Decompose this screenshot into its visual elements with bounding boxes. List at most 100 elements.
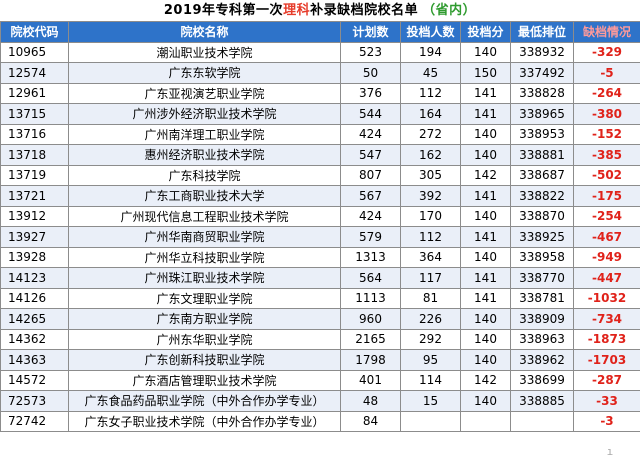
table-row: 72573 广东食品药品职业学院（中外合作办学专业） 48 15 140 338885 -3… bbox=[0, 390, 640, 412]
cell-name: 广州涉外经济职业技术学院 bbox=[68, 103, 341, 125]
cell-shortfall: -264 bbox=[573, 82, 640, 104]
cell-name: 广州华南商贸职业学院 bbox=[68, 226, 341, 248]
cell-plan: 50 bbox=[340, 62, 401, 84]
cell-plan: 424 bbox=[340, 123, 401, 145]
cell-rank: 338963 bbox=[510, 328, 574, 350]
cell-rank: 338953 bbox=[510, 123, 574, 145]
cell-score: 140 bbox=[460, 123, 511, 145]
cell-score: 141 bbox=[460, 287, 511, 309]
cell-shortfall: -1703 bbox=[573, 349, 640, 371]
cell-plan: 579 bbox=[340, 226, 401, 248]
table-row: 13912 广州现代信息工程职业技术学院 424 170 140 338870 -254 bbox=[0, 205, 640, 227]
table-header-row: 院校代码 院校名称 计划数 投档人数 投档分 最低排位 缺档情况 bbox=[0, 21, 640, 43]
table-row: 14572 广东酒店管理职业技术学院 401 114 142 338699 -287 bbox=[0, 369, 640, 391]
cell-shortfall: -5 bbox=[573, 62, 640, 84]
cell-score: 150 bbox=[460, 62, 511, 84]
cell-applicants: 170 bbox=[400, 205, 461, 227]
cell-name: 潮汕职业技术学院 bbox=[68, 41, 341, 63]
cell-rank: 338932 bbox=[510, 41, 574, 63]
cell-shortfall: -254 bbox=[573, 205, 640, 227]
cell-applicants: 117 bbox=[400, 267, 461, 289]
cell-shortfall: -33 bbox=[573, 390, 640, 412]
cell-score: 141 bbox=[460, 103, 511, 125]
cell-shortfall: -175 bbox=[573, 185, 640, 207]
cell-name: 广东文理职业学院 bbox=[68, 287, 341, 309]
cell-rank: 338925 bbox=[510, 226, 574, 248]
cell-score: 140 bbox=[460, 246, 511, 268]
cell-applicants: 81 bbox=[400, 287, 461, 309]
cell-plan: 1313 bbox=[340, 246, 401, 268]
cell-applicants: 95 bbox=[400, 349, 461, 371]
cell-applicants: 272 bbox=[400, 123, 461, 145]
cell-rank: 338885 bbox=[510, 390, 574, 412]
cell-plan: 807 bbox=[340, 164, 401, 186]
cell-plan: 564 bbox=[340, 267, 401, 289]
cell-shortfall: -734 bbox=[573, 308, 640, 330]
cell-rank: 338962 bbox=[510, 349, 574, 371]
cell-code: 13715 bbox=[0, 103, 69, 125]
cell-code: 12961 bbox=[0, 82, 69, 104]
cell-applicants: 112 bbox=[400, 226, 461, 248]
cell-code: 14362 bbox=[0, 328, 69, 350]
table-row: 13718 惠州经济职业技术学院 547 162 140 338881 -385 bbox=[0, 144, 640, 166]
cell-name: 广东南方职业学院 bbox=[68, 308, 341, 330]
table-body: 10965 潮汕职业技术学院 523 194 140 338932 -329 12574 广东东… bbox=[0, 41, 640, 432]
cell-plan: 523 bbox=[340, 41, 401, 63]
cell-shortfall: -467 bbox=[573, 226, 640, 248]
cell-plan: 1113 bbox=[340, 287, 401, 309]
cell-score: 140 bbox=[460, 41, 511, 63]
cell-shortfall: -1032 bbox=[573, 287, 640, 309]
cell-applicants: 114 bbox=[400, 369, 461, 391]
cell-plan: 401 bbox=[340, 369, 401, 391]
cell-code: 10965 bbox=[0, 41, 69, 63]
cell-rank: 338770 bbox=[510, 267, 574, 289]
cell-rank: 338828 bbox=[510, 82, 574, 104]
cell-plan: 1798 bbox=[340, 349, 401, 371]
cell-rank: 337492 bbox=[510, 62, 574, 84]
cell-score: 142 bbox=[460, 164, 511, 186]
cell-name: 广东工商职业技术大学 bbox=[68, 185, 341, 207]
cell-score: 141 bbox=[460, 82, 511, 104]
cell-applicants: 164 bbox=[400, 103, 461, 125]
cell-shortfall: -949 bbox=[573, 246, 640, 268]
table-row: 13716 广州南洋理工职业学院 424 272 140 338953 -152 bbox=[0, 123, 640, 145]
cell-rank: 338965 bbox=[510, 103, 574, 125]
cell-code: 72573 bbox=[0, 390, 69, 412]
cell-score: 140 bbox=[460, 308, 511, 330]
title-suffix: 补录缺档院校名单 bbox=[310, 3, 419, 18]
cell-score bbox=[460, 410, 511, 432]
table-row: 13721 广东工商职业技术大学 567 392 141 338822 -175 bbox=[0, 185, 640, 207]
cell-shortfall: -380 bbox=[573, 103, 640, 125]
cell-name: 广东科技学院 bbox=[68, 164, 341, 186]
cell-code: 13927 bbox=[0, 226, 69, 248]
table-row: 14126 广东文理职业学院 1113 81 141 338781 -1032 bbox=[0, 287, 640, 309]
cell-rank bbox=[510, 410, 574, 432]
cell-applicants: 305 bbox=[400, 164, 461, 186]
cell-shortfall: -152 bbox=[573, 123, 640, 145]
title-prefix: 2019年专科第一次 bbox=[163, 3, 284, 18]
cell-shortfall: -502 bbox=[573, 164, 640, 186]
cell-name: 广州华立科技职业学院 bbox=[68, 246, 341, 268]
cell-code: 14265 bbox=[0, 308, 69, 330]
cell-rank: 338781 bbox=[510, 287, 574, 309]
header-code: 院校代码 bbox=[0, 21, 69, 43]
cell-rank: 338958 bbox=[510, 246, 574, 268]
table-row: 14363 广东创新科技职业学院 1798 95 140 338962 -1703 bbox=[0, 349, 640, 371]
cell-name: 广州南洋理工职业学院 bbox=[68, 123, 341, 145]
cell-name: 广东食品药品职业学院（中外合作办学专业） bbox=[68, 390, 341, 412]
cell-rank: 338909 bbox=[510, 308, 574, 330]
cell-plan: 547 bbox=[340, 144, 401, 166]
cell-applicants: 112 bbox=[400, 82, 461, 104]
cell-rank: 338687 bbox=[510, 164, 574, 186]
cell-shortfall: -447 bbox=[573, 267, 640, 289]
cell-rank: 338881 bbox=[510, 144, 574, 166]
cell-score: 141 bbox=[460, 226, 511, 248]
table-row: 14123 广州珠江职业技术学院 564 117 141 338770 -447 bbox=[0, 267, 640, 289]
cell-score: 140 bbox=[460, 390, 511, 412]
header-applicants: 投档人数 bbox=[400, 21, 461, 43]
cell-name: 惠州经济职业技术学院 bbox=[68, 144, 341, 166]
cell-score: 142 bbox=[460, 369, 511, 391]
cell-plan: 376 bbox=[340, 82, 401, 104]
title-highlight: 理科 bbox=[283, 3, 311, 18]
cell-name: 广东女子职业技术学院（中外合作办学专业） bbox=[68, 410, 341, 432]
